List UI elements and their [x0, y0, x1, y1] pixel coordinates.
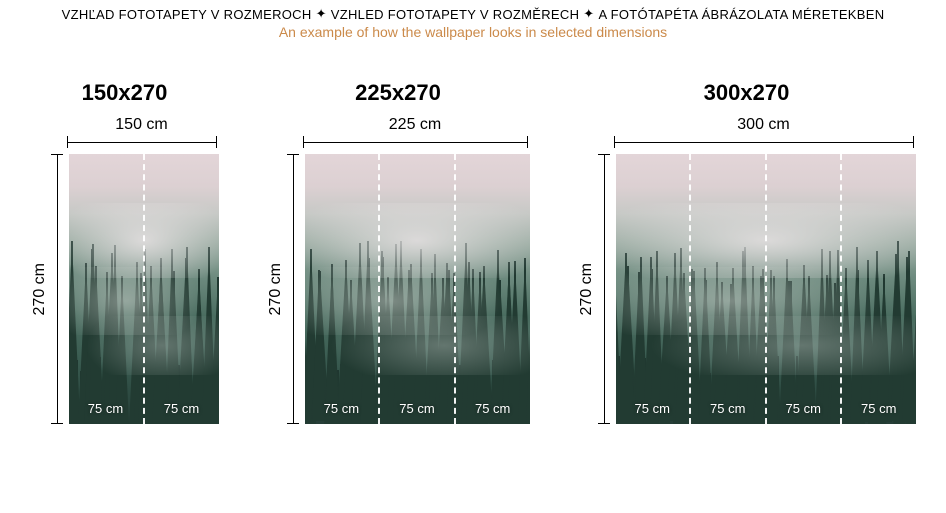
height-ruler: [51, 154, 63, 424]
height-label: 270 cm: [31, 263, 49, 315]
size-panel: 150x270 150 cm 270 cm 75 cm 75 cm: [31, 80, 219, 424]
strip-cell: 75 cm: [456, 154, 530, 424]
wallpaper-preview: 75 cm 75 cm 75 cm 75 cm: [616, 154, 916, 424]
width-label: 225 cm: [389, 116, 441, 133]
strip-seams: 75 cm 75 cm: [69, 154, 219, 424]
panel-body: 300 cm 270 cm 75 cm 75 cm 75 cm 75 cm: [578, 116, 916, 424]
image-and-vruler: 270 cm 75 cm 75 cm: [31, 154, 219, 424]
width-ruler: [303, 136, 528, 148]
header-multilang-line: VZHĽAD FOTOTAPETY V ROZMEROCH ✦ VZHLED F…: [0, 6, 946, 22]
strip-cell: 75 cm: [767, 154, 843, 424]
strip-width-label: 75 cm: [710, 401, 745, 416]
strip-cell: 75 cm: [69, 154, 145, 424]
width-ruler: [67, 136, 217, 148]
image-and-vruler: 270 cm 75 cm 75 cm 75 cm 75 cm: [578, 154, 916, 424]
size-panel: 225x270 225 cm 270 cm 75 cm 75 cm 75 cm: [267, 80, 530, 424]
width-label-wrap: 300 cm: [614, 116, 914, 134]
height-block: 270 cm: [578, 154, 610, 424]
header: VZHĽAD FOTOTAPETY V ROZMEROCH ✦ VZHLED F…: [0, 0, 946, 40]
strip-width-label: 75 cm: [635, 401, 670, 416]
strip-cell: 75 cm: [145, 154, 219, 424]
wallpaper-preview: 75 cm 75 cm: [69, 154, 219, 424]
strip-cell: 75 cm: [305, 154, 381, 424]
size-panel: 300x270 300 cm 270 cm 75 cm 75 cm 75 cm 75 cm: [578, 80, 916, 424]
height-label: 270 cm: [267, 263, 285, 315]
wallpaper-preview: 75 cm 75 cm 75 cm: [305, 154, 530, 424]
strip-width-label: 75 cm: [475, 401, 510, 416]
strip-width-label: 75 cm: [861, 401, 896, 416]
height-label: 270 cm: [578, 263, 596, 315]
header-cz: VZHLED FOTOTAPETY V ROZMĚRECH: [331, 7, 580, 22]
width-label: 150 cm: [115, 116, 167, 133]
strip-width-label: 75 cm: [164, 401, 199, 416]
strip-width-label: 75 cm: [786, 401, 821, 416]
strip-cell: 75 cm: [380, 154, 456, 424]
header-subtitle: An example of how the wallpaper looks in…: [0, 24, 946, 40]
width-label: 300 cm: [737, 116, 789, 133]
width-label-wrap: 225 cm: [303, 116, 528, 134]
width-label-wrap: 150 cm: [67, 116, 217, 134]
panel-body: 225 cm 270 cm 75 cm 75 cm 75 cm: [267, 116, 530, 424]
panel-body: 150 cm 270 cm 75 cm 75 cm: [31, 116, 219, 424]
sparkle-icon: ✦: [583, 6, 594, 22]
strip-seams: 75 cm 75 cm 75 cm 75 cm: [616, 154, 916, 424]
strip-cell: 75 cm: [842, 154, 916, 424]
width-ruler: [614, 136, 914, 148]
height-ruler: [598, 154, 610, 424]
strip-width-label: 75 cm: [324, 401, 359, 416]
panel-title: 150x270: [82, 80, 168, 106]
panel-title: 300x270: [704, 80, 790, 106]
panel-title: 225x270: [355, 80, 441, 106]
header-sk: VZHĽAD FOTOTAPETY V ROZMEROCH: [62, 7, 312, 22]
strip-seams: 75 cm 75 cm 75 cm: [305, 154, 530, 424]
sparkle-icon: ✦: [316, 6, 327, 22]
strip-width-label: 75 cm: [88, 401, 123, 416]
image-and-vruler: 270 cm 75 cm 75 cm 75 cm: [267, 154, 530, 424]
strip-width-label: 75 cm: [399, 401, 434, 416]
height-block: 270 cm: [31, 154, 63, 424]
header-hu: A FOTÓTAPÉTA ÁBRÁZOLATA MÉRETEKBEN: [598, 7, 884, 22]
strip-cell: 75 cm: [691, 154, 767, 424]
height-ruler: [287, 154, 299, 424]
panels-row: 150x270 150 cm 270 cm 75 cm 75 cm 225x270 225 …: [0, 80, 946, 424]
height-block: 270 cm: [267, 154, 299, 424]
strip-cell: 75 cm: [616, 154, 692, 424]
